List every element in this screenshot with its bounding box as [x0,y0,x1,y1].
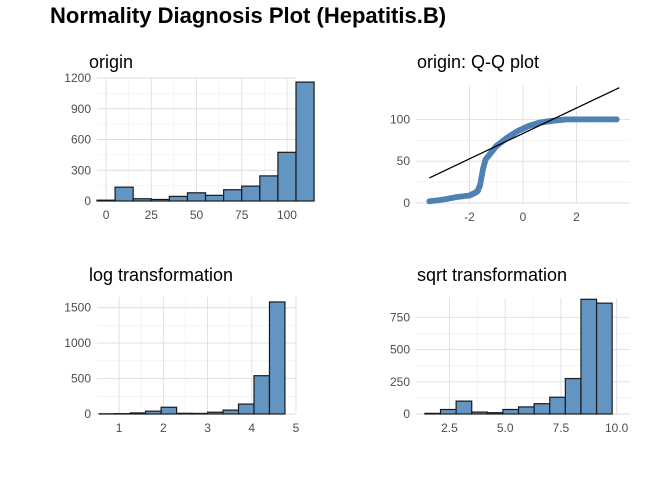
panel-title: log transformation [89,265,233,285]
histogram-bar [486,412,504,415]
histogram-bar [595,302,613,415]
histogram-bar [241,185,261,202]
y-tick-label: 0 [84,407,91,421]
qq-points [426,116,620,205]
qq-point [613,116,620,123]
histogram-bar [114,186,134,202]
x-tick-label: 2 [573,210,580,224]
y-tick-label: 750 [390,310,410,324]
x-tick-label: 2 [160,421,167,435]
x-tick-label: 75 [235,208,249,222]
x-tick-label: 50 [190,208,204,222]
histogram-bar [549,396,566,415]
histogram-bar [533,403,551,415]
grid [416,86,630,204]
panel-1: origin 0 300 600 900 1200 0 25 50 75 100 [64,52,315,222]
histogram-bar [206,411,224,415]
histogram-bar [502,408,520,415]
qq-reference-line [429,87,620,179]
histogram-bar [160,406,178,415]
histogram-bar [204,194,225,202]
histogram-bar [455,400,473,415]
histogram-bar [176,412,193,415]
histogram-bar [145,410,162,415]
y-tick-label: 100 [390,112,410,126]
x-tick-label: -2 [464,210,475,224]
x-tick-label: 100 [277,208,297,222]
x-tick-label: 7.5 [553,421,570,435]
histogram-bar [129,412,147,415]
panel-2: origin: Q-Q plot 0 50 100 -2 0 2 [390,52,630,224]
x-tick-label: 0 [520,210,527,224]
y-tick-label: 0 [403,196,410,210]
histogram-bar [186,192,207,202]
histogram-bar [439,408,457,415]
panel-3: log transformation 0 500 1000 1500 1 2 3 4 5 [64,265,299,435]
histogram-bar [150,198,170,202]
panel-title: origin [89,52,133,72]
histogram-bar [191,412,209,415]
x-tick-label: 1 [116,421,123,435]
histogram-bar [268,301,286,415]
y-tick-label: 1000 [64,336,91,350]
figure-title: Normality Diagnosis Plot (Hepatitis.B) [50,3,446,28]
x-tick-label: 2.5 [441,421,458,435]
y-tick-label: 600 [71,133,91,147]
histogram-bar [277,151,297,202]
x-tick-label: 5.0 [497,421,514,435]
histogram-bar [471,411,488,415]
y-tick-label: 1500 [64,301,91,315]
y-tick-label: 1200 [64,71,91,85]
panel-title: origin: Q-Q plot [417,52,539,72]
histogram-bar [253,375,271,415]
y-tick-label: 0 [84,194,91,208]
histogram-bar [295,81,315,202]
panel-4: sqrt transformation 0 250 500 750 2.5 5.0 7.5 10… [390,265,630,435]
x-tick-label: 10.0 [605,421,629,435]
y-tick-label: 300 [71,163,91,177]
histogram-bar [223,189,243,202]
x-tick-label: 5 [293,421,300,435]
y-tick-label: 900 [71,102,91,116]
histogram-bar [517,406,535,415]
histogram-bar [259,175,279,202]
histogram-bar [96,199,116,202]
y-tick-label: 0 [403,407,410,421]
histogram-bar [580,298,598,415]
bars [96,81,315,202]
panel-title: sqrt transformation [417,265,567,285]
x-tick-label: 0 [103,208,110,222]
y-tick-label: 250 [390,375,410,389]
x-tick-label: 3 [204,421,211,435]
x-tick-label: 25 [145,208,159,222]
y-tick-label: 500 [71,372,91,386]
histogram-bar [237,403,255,415]
histogram-bar [564,377,582,415]
y-tick-label: 50 [397,154,411,168]
grid [97,77,296,202]
bars [98,301,286,415]
histogram-bar [424,412,442,415]
histogram-bar [168,195,189,202]
histogram-bar [132,198,152,202]
bars [424,298,613,415]
y-tick-label: 500 [390,343,410,357]
x-tick-label: 4 [248,421,255,435]
histogram-bar [222,409,240,415]
